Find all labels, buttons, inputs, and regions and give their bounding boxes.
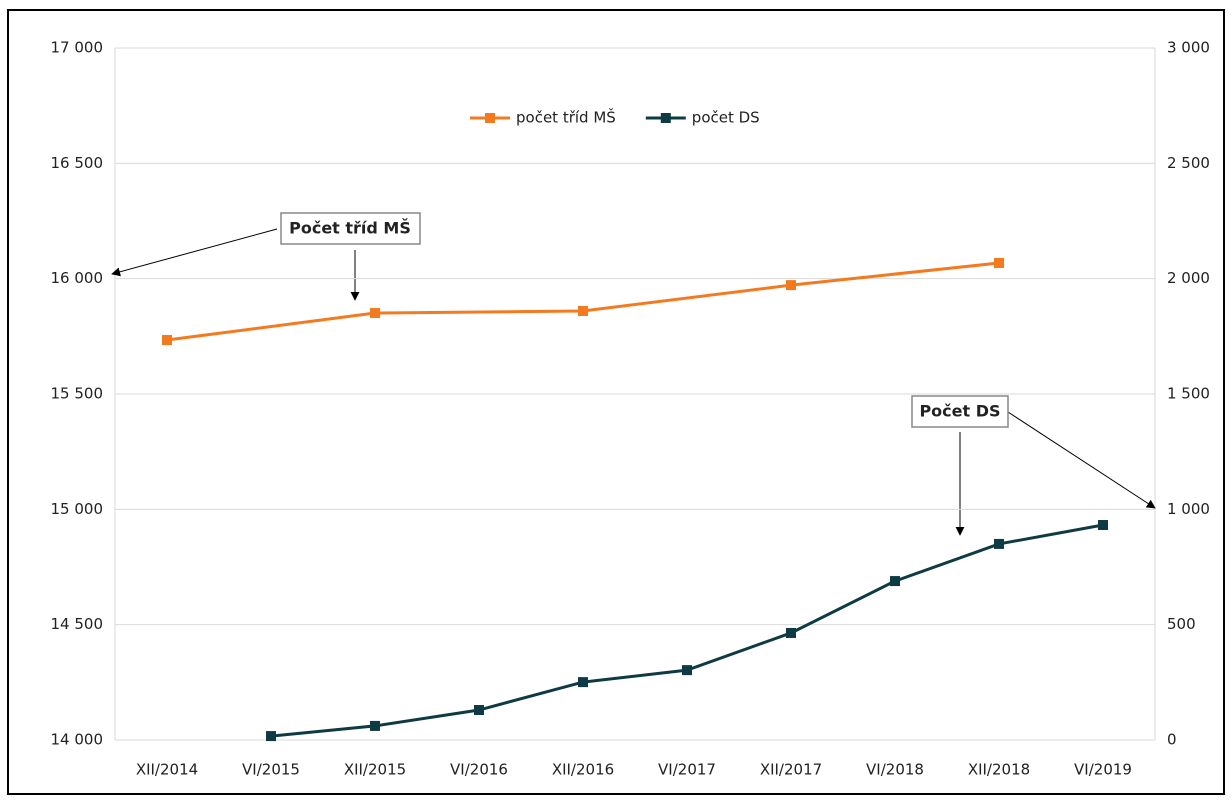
marker (162, 335, 172, 346)
marker (994, 257, 1004, 268)
legend-label: počet tříd MŠ (516, 108, 616, 127)
annotation-ds: Počet DS (911, 395, 1156, 536)
y-tick-label: 16 500 (51, 154, 104, 172)
marker (578, 305, 588, 316)
frame (7, 9, 1225, 795)
legend-marker (660, 113, 671, 123)
x-tick-label: XII/2016 (552, 761, 614, 779)
legend-label: počet DS (692, 109, 760, 127)
marker (682, 665, 692, 676)
series-line (270, 523, 1104, 738)
y2-tick-label: 3 000 (1167, 39, 1210, 57)
marker (786, 627, 796, 638)
y-tick-label: 14 000 (51, 731, 104, 749)
x-tick-label: XII/2017 (760, 761, 822, 779)
annotation-text: Počet tříd MŠ (289, 219, 411, 238)
annotation-mš: Počet tříd MŠ (111, 212, 421, 301)
y-tick-label: 15 000 (51, 500, 104, 518)
y2-tick-label: 1 000 (1167, 500, 1210, 518)
annotation-text: Počet DS (919, 402, 1000, 421)
legend-marker (485, 113, 495, 123)
marker (786, 280, 796, 291)
x-tick-label: VI/2015 (242, 761, 300, 779)
y2-tick-label: 1 500 (1167, 385, 1210, 403)
x-tick-label: VI/2016 (450, 761, 508, 779)
y-tick-label: 15 500 (51, 385, 104, 403)
series-line (166, 261, 1000, 342)
x-tick-label: VI/2017 (658, 761, 716, 779)
marker (1098, 520, 1108, 531)
marker (890, 576, 900, 587)
marker (994, 538, 1004, 549)
marker (474, 705, 484, 716)
marker (370, 308, 380, 319)
x-tick-label: VI/2018 (866, 761, 924, 779)
x-tick-label: XII/2014 (136, 761, 198, 779)
y-tick-label: 14 500 (51, 615, 104, 633)
x-tick-label: VI/2019 (1074, 761, 1132, 779)
y2-tick-label: 0 (1167, 731, 1177, 749)
marker (578, 677, 588, 688)
y2-tick-label: 2 500 (1167, 154, 1210, 172)
y-tick-label: 16 000 (51, 269, 104, 287)
y-tick-label: 17 000 (51, 39, 104, 57)
y2-tick-label: 2 000 (1167, 269, 1210, 287)
y2-tick-label: 500 (1167, 615, 1196, 633)
x-tick-label: XII/2018 (968, 761, 1030, 779)
marker (266, 731, 276, 742)
x-tick-label: XII/2015 (344, 761, 406, 779)
marker (370, 720, 380, 731)
